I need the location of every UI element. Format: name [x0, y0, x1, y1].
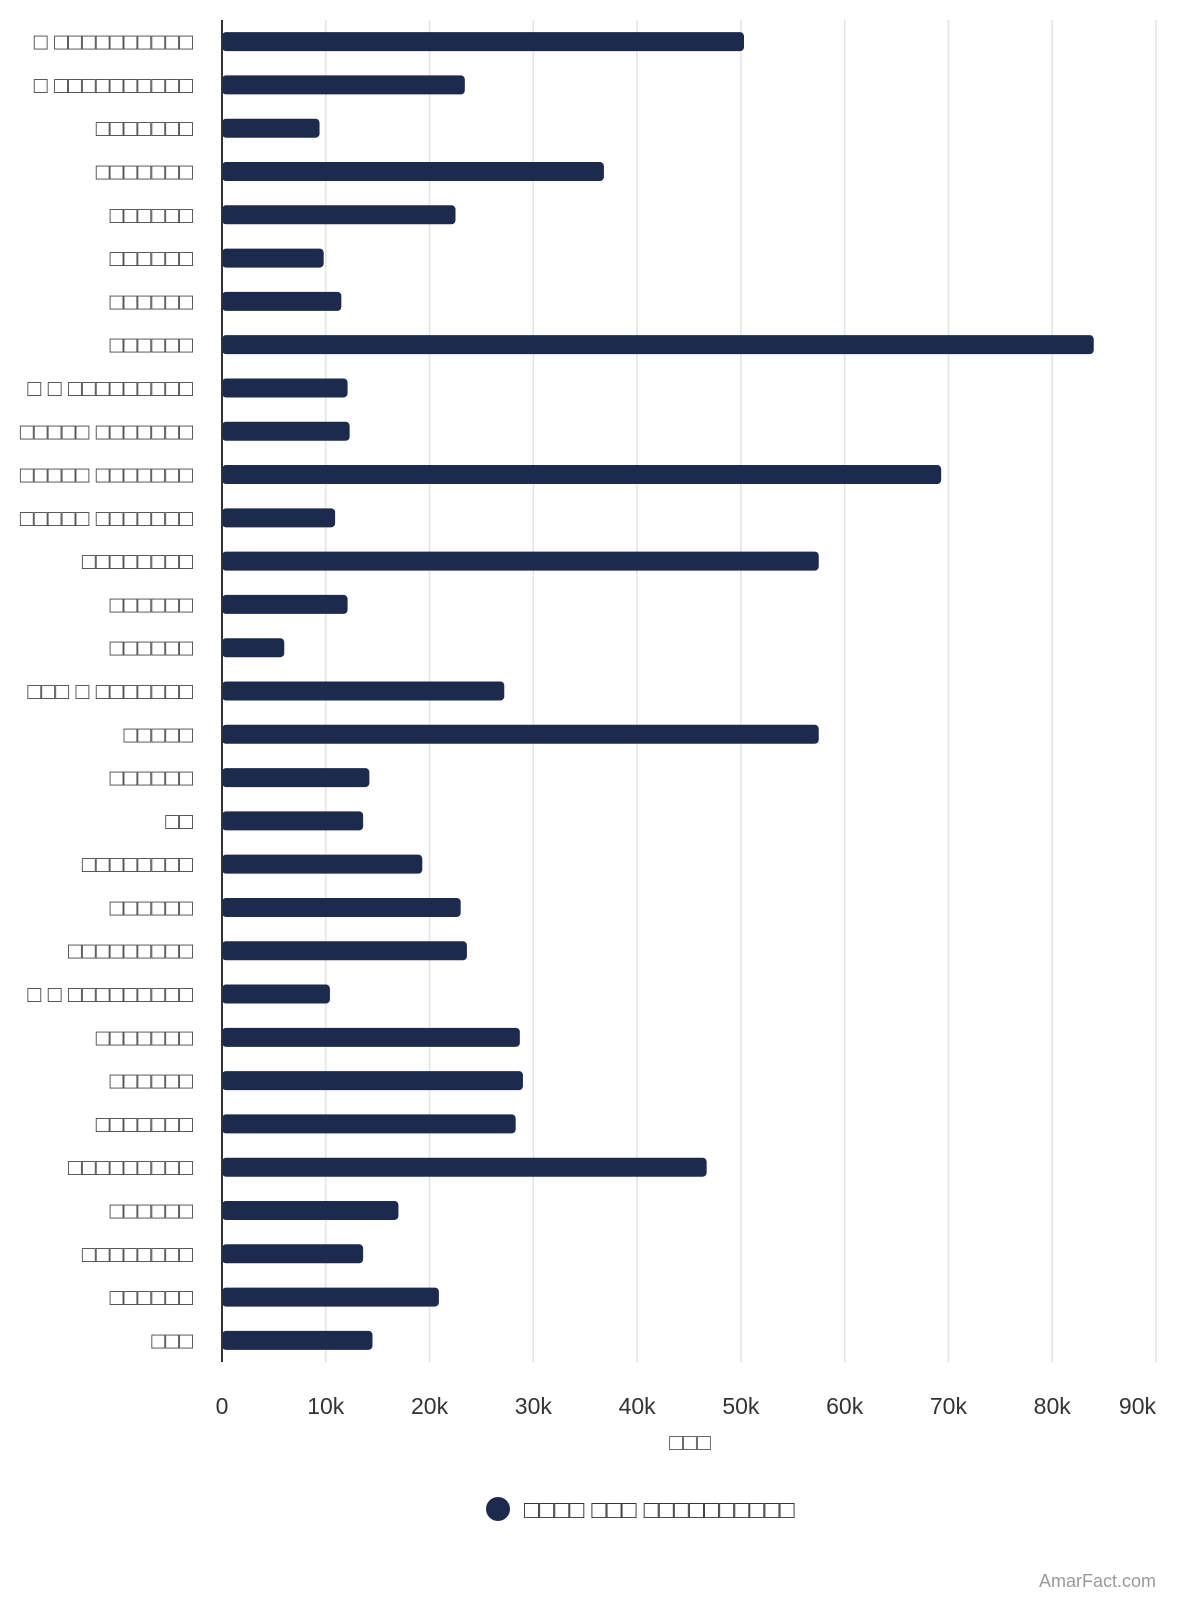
- category-label: □□□□□□□□: [82, 548, 193, 574]
- category-label: □ □□□□□□□□□□: [34, 72, 193, 98]
- x-axis-title: □□□: [669, 1429, 711, 1455]
- category-label: □□□□□□□: [96, 115, 193, 141]
- bar[interactable]: [222, 551, 819, 571]
- category-label: □□□□□□: [110, 894, 193, 920]
- category-label: □□□□□□: [110, 202, 193, 228]
- legend[interactable]: □□□□ □□□ □□□□□□□□□□: [486, 1496, 795, 1524]
- x-tick-label: 90k: [1119, 1393, 1157, 1419]
- category-label: □□□□□□: [110, 1068, 193, 1094]
- category-label: □ □ □□□□□□□□□: [27, 981, 193, 1007]
- x-tick-label: 10k: [307, 1393, 345, 1419]
- bar[interactable]: [222, 75, 465, 95]
- category-label: □□□□□□: [110, 245, 193, 271]
- category-label: □□□□□□□□: [82, 851, 193, 877]
- category-label: □□□□□ □□□□□□□: [20, 418, 193, 444]
- category-label: □□□□□□□□: [82, 1241, 193, 1267]
- category-label: □□□□□□□: [96, 159, 193, 185]
- category-label: □□□□□□: [110, 332, 193, 358]
- x-tick-label: 30k: [515, 1393, 553, 1419]
- bar[interactable]: [222, 465, 942, 485]
- category-label: □□□□□: [124, 721, 194, 747]
- bar[interactable]: [222, 1157, 707, 1177]
- bar[interactable]: [222, 421, 350, 441]
- category-label: □□□□□□: [110, 591, 193, 617]
- bar[interactable]: [222, 205, 456, 225]
- bar[interactable]: [222, 941, 467, 961]
- bar[interactable]: [222, 32, 745, 52]
- bar[interactable]: [222, 1114, 516, 1134]
- bar[interactable]: [222, 248, 324, 268]
- credit-text[interactable]: AmarFact.com: [1038, 1571, 1156, 1591]
- x-tick-label: 60k: [826, 1393, 864, 1419]
- bar[interactable]: [222, 638, 285, 658]
- x-tick-label: 0: [216, 1393, 229, 1419]
- bar[interactable]: [222, 335, 1094, 355]
- category-label: □□□□□□: [110, 1197, 193, 1223]
- category-label: □ □□□□□□□□□□: [34, 29, 193, 55]
- bar[interactable]: [222, 594, 348, 614]
- bar[interactable]: [222, 984, 330, 1004]
- x-tick-label: 50k: [722, 1393, 760, 1419]
- category-label: □□□□□□□: [96, 1024, 193, 1050]
- bar[interactable]: [222, 118, 320, 138]
- bar[interactable]: [222, 768, 370, 788]
- category-label: □□: [165, 808, 193, 834]
- category-label: □□□□□ □□□□□□□: [20, 462, 193, 488]
- category-label: □□□□□□: [110, 1284, 193, 1310]
- bar[interactable]: [222, 1200, 399, 1220]
- category-label: □□□□□□: [110, 635, 193, 661]
- x-tick-label: 80k: [1034, 1393, 1072, 1419]
- bar[interactable]: [222, 378, 348, 398]
- bar[interactable]: [222, 724, 819, 744]
- category-label: □□□□□□□: [96, 1111, 193, 1137]
- x-tick-label: 20k: [411, 1393, 449, 1419]
- bar[interactable]: [222, 681, 505, 701]
- bar[interactable]: [222, 1287, 439, 1307]
- x-tick-label: 40k: [619, 1393, 657, 1419]
- category-labels: □ □□□□□□□□□□□ □□□□□□□□□□□□□□□□□□□□□□□□□□…: [20, 29, 193, 1354]
- bar[interactable]: [222, 1330, 373, 1350]
- bar[interactable]: [222, 1071, 523, 1091]
- category-label: □□□□□□: [110, 288, 193, 314]
- bar[interactable]: [222, 1027, 520, 1047]
- bar[interactable]: [222, 854, 423, 874]
- category-label: □□□□□□□□□: [68, 1154, 193, 1180]
- category-label: □□□: [151, 1327, 193, 1353]
- bar[interactable]: [222, 508, 336, 528]
- category-label: □□□□□ □□□□□□□: [20, 505, 193, 531]
- x-tick-label: 70k: [930, 1393, 968, 1419]
- category-label: □□□□□□: [110, 765, 193, 791]
- bar[interactable]: [222, 291, 342, 311]
- x-axis-ticks: 0 10k 20k 30k 40k 50k 60k 70k 80k 90k: [216, 1393, 1157, 1419]
- category-label: □□□□□□□□□: [68, 938, 193, 964]
- grid-lines: [325, 20, 1157, 1362]
- bars: [222, 32, 1094, 1350]
- bar[interactable]: [222, 162, 604, 182]
- bar[interactable]: [222, 811, 364, 831]
- legend-marker: [486, 1497, 510, 1521]
- bar[interactable]: [222, 1244, 364, 1264]
- bar[interactable]: [222, 897, 461, 917]
- category-label: □□□ □ □□□□□□□: [27, 678, 193, 704]
- category-label: □ □ □□□□□□□□□: [27, 375, 193, 401]
- legend-label: □□□□ □□□ □□□□□□□□□□: [524, 1496, 795, 1524]
